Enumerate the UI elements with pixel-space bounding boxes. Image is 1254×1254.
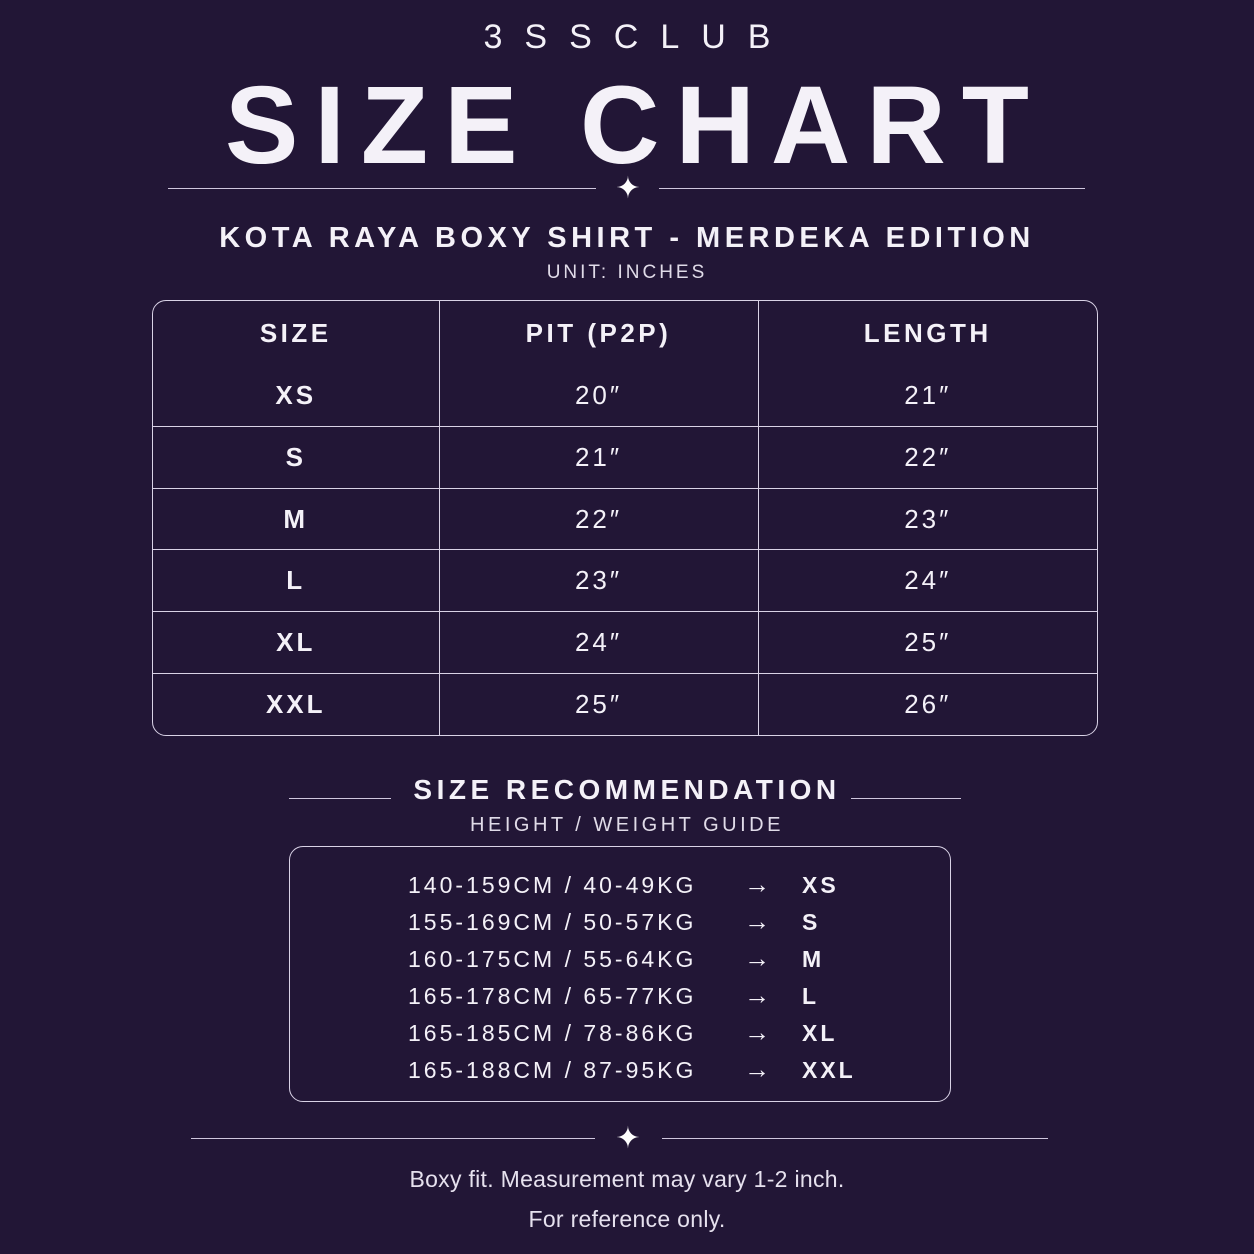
- column-header-pit: PIT (P2P): [439, 301, 759, 365]
- recommended-size: XS: [802, 872, 839, 898]
- size-cell: XL: [153, 611, 440, 675]
- length-cell: 25″: [758, 611, 1097, 675]
- pit-cell: 20″: [439, 365, 759, 427]
- footer-note-line2: For reference only.: [528, 1206, 726, 1232]
- height-weight-range: 165-185CM / 78-86KG: [408, 1020, 697, 1046]
- page-title: SIZE CHART: [225, 64, 1045, 187]
- table-row: L 23″ 24″: [153, 549, 1097, 613]
- size-cell: S: [153, 426, 440, 489]
- list-item: 165-188CM / 87-95KG → XXL: [408, 1054, 856, 1091]
- table-row: XXL 25″ 26″: [153, 673, 1097, 735]
- pit-cell: 22″: [439, 488, 759, 551]
- arrow-right-icon: →: [744, 1017, 773, 1047]
- recommended-size: L: [802, 983, 820, 1009]
- length-cell: 24″: [758, 549, 1097, 613]
- table-row: XL 24″ 25″: [153, 611, 1097, 675]
- size-chart-table: SIZE PIT (P2P) LENGTH XS 20″ 21″ S 21″ 2…: [152, 300, 1098, 736]
- footer-divider-right: [662, 1138, 1048, 1139]
- size-cell: L: [153, 549, 440, 613]
- list-item: 155-169CM / 50-57KG → S: [408, 906, 820, 943]
- column-header-length: LENGTH: [863, 317, 992, 348]
- list-item: 165-185CM / 78-86KG → XL: [408, 1017, 837, 1054]
- arrow-right-icon: →: [744, 906, 773, 936]
- length-cell: 26″: [904, 689, 952, 720]
- height-weight-range: 160-175CM / 55-64KG: [408, 946, 697, 972]
- length-cell: 23″: [758, 488, 1097, 551]
- footer-divider-left: [191, 1138, 595, 1139]
- footer-note-line1: Boxy fit. Measurement may vary 1-2 inch.: [409, 1166, 845, 1192]
- rec-divider-right: [851, 798, 961, 799]
- recommendation-title: SIZE RECOMMENDATION: [413, 774, 841, 805]
- size-cell: XS: [153, 365, 440, 427]
- sparkle-icon: ✦: [615, 172, 641, 205]
- list-item: 160-175CM / 55-64KG → M: [408, 943, 824, 980]
- list-item: 140-159CM / 40-49KG → XS: [408, 869, 839, 906]
- unit-label: UNIT: INCHES: [546, 262, 708, 283]
- recommendation-subtitle: HEIGHT / WEIGHT GUIDE: [470, 814, 784, 836]
- divider-left: [168, 188, 596, 189]
- size-cell: M: [153, 488, 440, 551]
- recommended-size: M: [802, 946, 825, 972]
- product-name: KOTA RAYA BOXY SHIRT - MERDEKA EDITION: [219, 222, 1035, 254]
- table-row: S 21″ 22″: [153, 426, 1097, 489]
- height-weight-range: 165-188CM / 87-95KG: [408, 1057, 697, 1083]
- height-weight-range: 165-178CM / 65-77KG: [408, 983, 697, 1009]
- recommendation-box: 140-159CM / 40-49KG → XS 155-169CM / 50-57…: [289, 846, 951, 1102]
- arrow-right-icon: →: [744, 869, 773, 899]
- height-weight-range: 140-159CM / 40-49KG: [408, 872, 697, 898]
- arrow-right-icon: →: [744, 1054, 773, 1084]
- divider-right: [659, 188, 1085, 189]
- table-row: M 22″ 23″: [153, 488, 1097, 551]
- length-cell: 22″: [758, 426, 1097, 489]
- height-weight-range: 155-169CM / 50-57KG: [408, 909, 697, 935]
- recommended-size: XXL: [802, 1057, 856, 1083]
- column-header-size: SIZE: [153, 301, 440, 365]
- pit-cell: 21″: [439, 426, 759, 489]
- recommended-size: XL: [802, 1020, 838, 1046]
- arrow-right-icon: →: [744, 980, 773, 1010]
- arrow-right-icon: →: [744, 943, 773, 973]
- brand-name: 3SSCLUB: [483, 18, 793, 56]
- size-cell: XXL: [153, 673, 440, 735]
- list-item: 165-178CM / 65-77KG → L: [408, 980, 819, 1017]
- recommended-size: S: [802, 909, 821, 935]
- pit-cell: 23″: [439, 549, 759, 613]
- table-row: XS 20″ 21″: [153, 365, 1097, 427]
- pit-cell: 25″: [439, 673, 759, 735]
- length-cell: 21″: [758, 365, 1097, 427]
- table-header-row: SIZE PIT (P2P) LENGTH: [153, 301, 1097, 365]
- sparkle-icon: ✦: [615, 1122, 641, 1155]
- pit-cell: 24″: [439, 611, 759, 675]
- rec-divider-left: [289, 798, 391, 799]
